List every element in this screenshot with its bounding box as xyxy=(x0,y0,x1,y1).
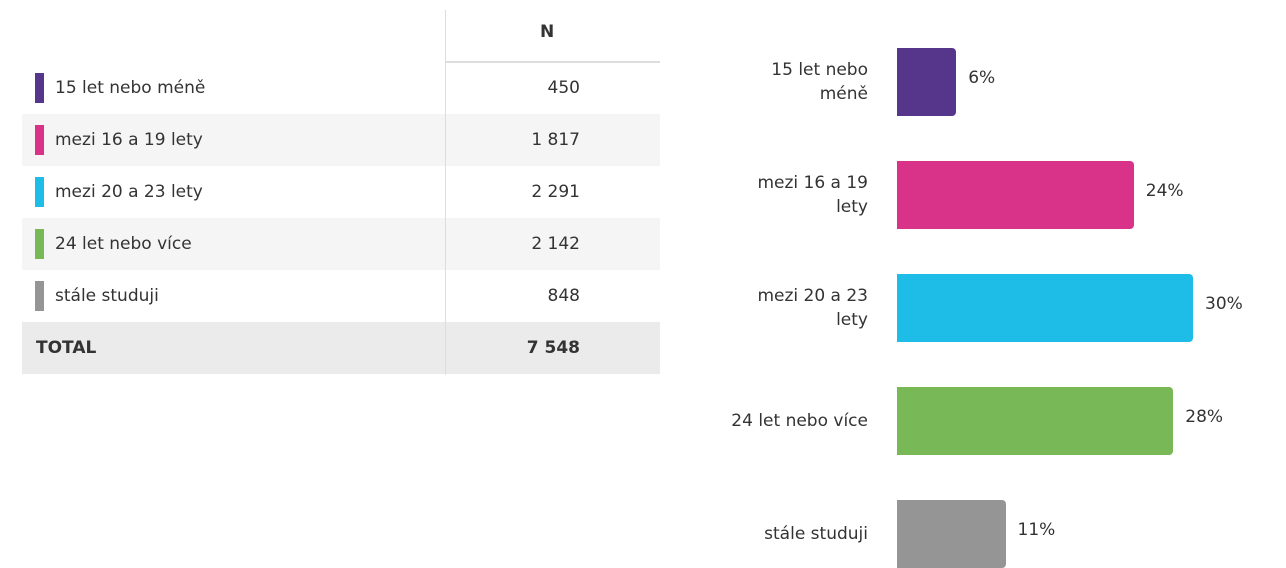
value-label: 28% xyxy=(1185,407,1224,427)
header-rule xyxy=(445,61,660,63)
category-label: mezi 16 a 19 lety xyxy=(757,173,868,217)
row-label: mezi 20 a 23 lety xyxy=(55,182,203,202)
color-chip xyxy=(35,177,44,207)
category-label: mezi 20 a 23 lety xyxy=(757,286,868,330)
value-label: 11% xyxy=(1017,520,1056,540)
category-label: stále studuji xyxy=(764,524,868,544)
bar xyxy=(897,274,1193,342)
value-label: 24% xyxy=(1145,181,1184,201)
color-chip xyxy=(35,125,44,155)
bar xyxy=(897,161,1134,229)
total-label: TOTAL xyxy=(36,338,97,358)
category-label: 15 let nebo méně xyxy=(771,60,868,104)
row-value: 2 142 xyxy=(531,234,580,254)
value-label: 6% xyxy=(968,68,996,88)
header-n: N xyxy=(540,22,555,42)
color-chip xyxy=(35,281,44,311)
bar xyxy=(897,387,1174,455)
row-label: 15 let nebo méně xyxy=(55,78,206,98)
bar xyxy=(897,500,1006,568)
row-value: 2 291 xyxy=(531,182,580,202)
row-label: stále studuji xyxy=(55,286,159,306)
color-chip xyxy=(35,229,44,259)
row-label: mezi 16 a 19 lety xyxy=(55,130,203,150)
row-value: 1 817 xyxy=(531,130,580,150)
row-label: 24 let nebo více xyxy=(55,234,192,254)
color-chip xyxy=(35,73,44,103)
category-label: 24 let nebo více xyxy=(731,411,868,431)
total-value: 7 548 xyxy=(526,338,580,358)
column-divider xyxy=(445,10,446,375)
row-value: 848 xyxy=(547,286,580,306)
value-label: 30% xyxy=(1205,294,1243,314)
bar xyxy=(897,48,957,116)
row-value: 450 xyxy=(547,78,580,98)
